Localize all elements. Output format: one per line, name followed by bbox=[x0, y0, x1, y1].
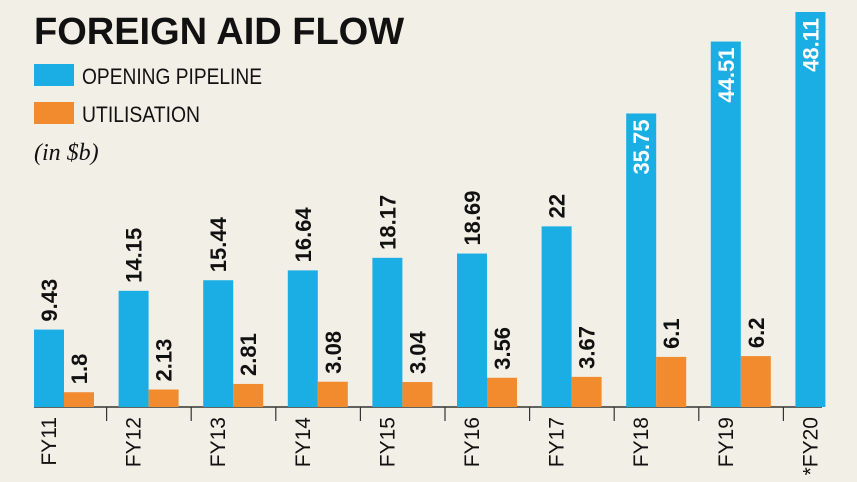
legend-label-utilisation: UTILISATION bbox=[82, 102, 200, 127]
legend-swatch-opening-pipeline bbox=[34, 64, 74, 86]
bar-opening-pipeline-fy19 bbox=[710, 41, 741, 408]
bar-utilisation-fy13 bbox=[233, 383, 264, 407]
x-tick-label-fy13: FY13 bbox=[207, 417, 230, 467]
x-tick-label-fy16: FY16 bbox=[461, 417, 484, 467]
x-tick-label-fy11: FY11 bbox=[38, 417, 61, 466]
label-opening-pipeline-fy20: 48.11 bbox=[798, 18, 823, 72]
x-tick-label-fy19: FY19 bbox=[715, 417, 738, 467]
bar-utilisation-fy11 bbox=[64, 392, 94, 407]
bar-utilisation-fy15 bbox=[402, 382, 433, 407]
plot-area: 9.43 1.8 FY11 14.15 2.13 FY12 15.44 2.81 FY13 16.… bbox=[34, 12, 826, 475]
bar-utilisation-fy16 bbox=[487, 377, 517, 407]
unit-label: (in $b) bbox=[34, 140, 99, 166]
label-utilisation-fy13: 2.81 bbox=[236, 333, 261, 376]
bar-utilisation-fy17 bbox=[571, 376, 602, 407]
label-opening-pipeline-fy19: 44.51 bbox=[714, 48, 739, 103]
label-opening-pipeline-fy16: 18.69 bbox=[460, 190, 485, 245]
x-tick-label-fy14: FY14 bbox=[292, 417, 315, 468]
bar-utilisation-fy19 bbox=[740, 356, 771, 407]
bar-opening-pipeline-fy16 bbox=[457, 253, 487, 407]
x-tick-label-fy20: *FY20 bbox=[799, 417, 822, 475]
chart-title: FOREIGN AID FLOW bbox=[34, 11, 404, 53]
bar-opening-pipeline-fy18 bbox=[626, 113, 657, 407]
bar-opening-pipeline-fy17 bbox=[541, 226, 572, 407]
label-utilisation-fy14: 3.08 bbox=[321, 331, 346, 374]
bar-utilisation-fy14 bbox=[317, 381, 348, 407]
x-tick-label-fy12: FY12 bbox=[123, 417, 146, 467]
label-utilisation-fy12: 2.13 bbox=[152, 339, 177, 382]
label-opening-pipeline-fy18: 35.75 bbox=[629, 119, 654, 174]
bar-utilisation-fy18 bbox=[656, 356, 687, 407]
label-utilisation-fy15: 3.04 bbox=[405, 330, 430, 374]
label-utilisation-fy18: 6.1 bbox=[659, 318, 684, 349]
bar-opening-pipeline-fy15 bbox=[372, 257, 403, 407]
bar-opening-pipeline-fy20 bbox=[795, 12, 826, 407]
label-opening-pipeline-fy11: 9.43 bbox=[37, 279, 62, 322]
label-opening-pipeline-fy14: 16.64 bbox=[291, 207, 316, 263]
label-opening-pipeline-fy17: 22 bbox=[545, 194, 570, 218]
label-opening-pipeline-fy15: 18.17 bbox=[375, 195, 400, 250]
bar-opening-pipeline-fy12 bbox=[118, 290, 149, 407]
label-opening-pipeline-fy12: 14.15 bbox=[122, 228, 147, 283]
bar-utilisation-fy12 bbox=[148, 389, 179, 407]
label-utilisation-fy11: 1.8 bbox=[67, 354, 92, 385]
legend-label-opening-pipeline: OPENING PIPELINE bbox=[82, 64, 262, 89]
x-tick-label-fy18: FY18 bbox=[630, 417, 653, 467]
label-utilisation-fy16: 3.56 bbox=[490, 327, 515, 370]
legend-swatch-utilisation bbox=[34, 102, 74, 124]
x-tick-label-fy15: FY15 bbox=[376, 417, 399, 467]
bar-opening-pipeline-fy13 bbox=[203, 280, 234, 407]
label-utilisation-fy19: 6.2 bbox=[744, 318, 769, 349]
x-tick-label-fy17: FY17 bbox=[546, 417, 569, 467]
bar-opening-pipeline-fy14 bbox=[287, 270, 318, 407]
bar-opening-pipeline-fy11 bbox=[34, 329, 64, 407]
label-utilisation-fy17: 3.67 bbox=[575, 326, 600, 369]
label-opening-pipeline-fy13: 15.44 bbox=[206, 216, 231, 272]
